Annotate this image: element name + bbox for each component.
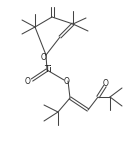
Text: O: O [25,78,31,87]
Text: Ti: Ti [44,65,52,75]
Text: O: O [103,79,109,89]
Text: O: O [41,52,47,62]
Text: O: O [64,76,70,86]
